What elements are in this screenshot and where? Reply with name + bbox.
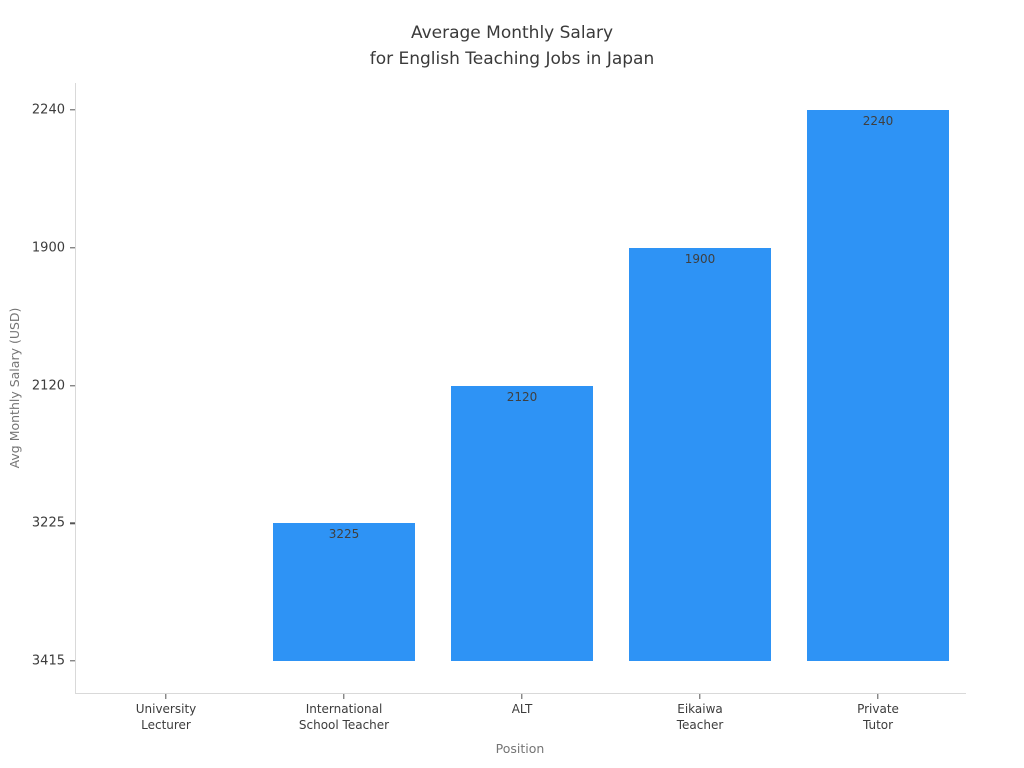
x-tick-label: International School Teacher — [299, 701, 389, 733]
x-tick-label-line: Tutor — [862, 718, 894, 732]
x-tick-label-line: School Teacher — [298, 718, 390, 732]
x-tick-label: ALT — [512, 701, 533, 717]
bar: 3225 — [273, 523, 415, 661]
x-tick-label-line: Private — [857, 702, 899, 716]
chart-title-line-2: for English Teaching Jobs in Japan — [369, 49, 655, 69]
y-tick-mark — [70, 660, 75, 662]
x-axis-label: Position — [495, 741, 545, 756]
x-tick-mark — [521, 694, 523, 699]
y-tick-label: 3415 — [31, 653, 65, 669]
x-tick-mark — [699, 694, 701, 699]
x-tick-label-line: Eikaiwa — [677, 702, 723, 716]
y-tick-label: 2240 — [31, 102, 65, 118]
bar-value-label: 2120 — [506, 389, 538, 404]
chart-title: Average Monthly Salary for English Teach… — [0, 20, 1024, 72]
x-tick-label: Eikaiwa Teacher — [677, 701, 724, 733]
y-tick-mark — [70, 522, 75, 524]
plot-area: 3415 3225 2120 1900 2240 University Lecturer In… — [32, 83, 966, 732]
x-tick-label-line: Lecturer — [141, 718, 191, 732]
chart-title-line-1: Average Monthly Salary — [410, 23, 614, 43]
x-tick-label: University Lecturer — [136, 701, 197, 733]
bar: 2120 — [451, 385, 593, 661]
y-tick-label: 2120 — [31, 378, 65, 393]
x-tick-label: Private Tutor — [857, 701, 899, 733]
x-tick-label-line: ALT — [511, 702, 533, 716]
bar-value-label: 1900 — [684, 251, 716, 266]
y-tick-mark — [70, 247, 75, 249]
bar-value-label: 3225 — [328, 527, 360, 542]
y-tick-mark — [70, 384, 75, 387]
bar: 2240 — [807, 110, 949, 661]
y-tick-label: 3225 — [31, 515, 65, 531]
x-tick-label-line: Teacher — [676, 718, 724, 732]
x-tick-label-line: International — [305, 702, 383, 716]
y-tick-mark — [70, 109, 75, 111]
bar-value-label: 2240 — [862, 114, 894, 128]
x-tick-mark — [343, 694, 345, 699]
x-tick-label-line: University — [135, 702, 197, 716]
y-tick-label: 1900 — [31, 240, 65, 256]
x-tick-mark — [165, 694, 167, 699]
x-tick-mark — [877, 694, 879, 699]
bar: 1900 — [629, 247, 771, 661]
